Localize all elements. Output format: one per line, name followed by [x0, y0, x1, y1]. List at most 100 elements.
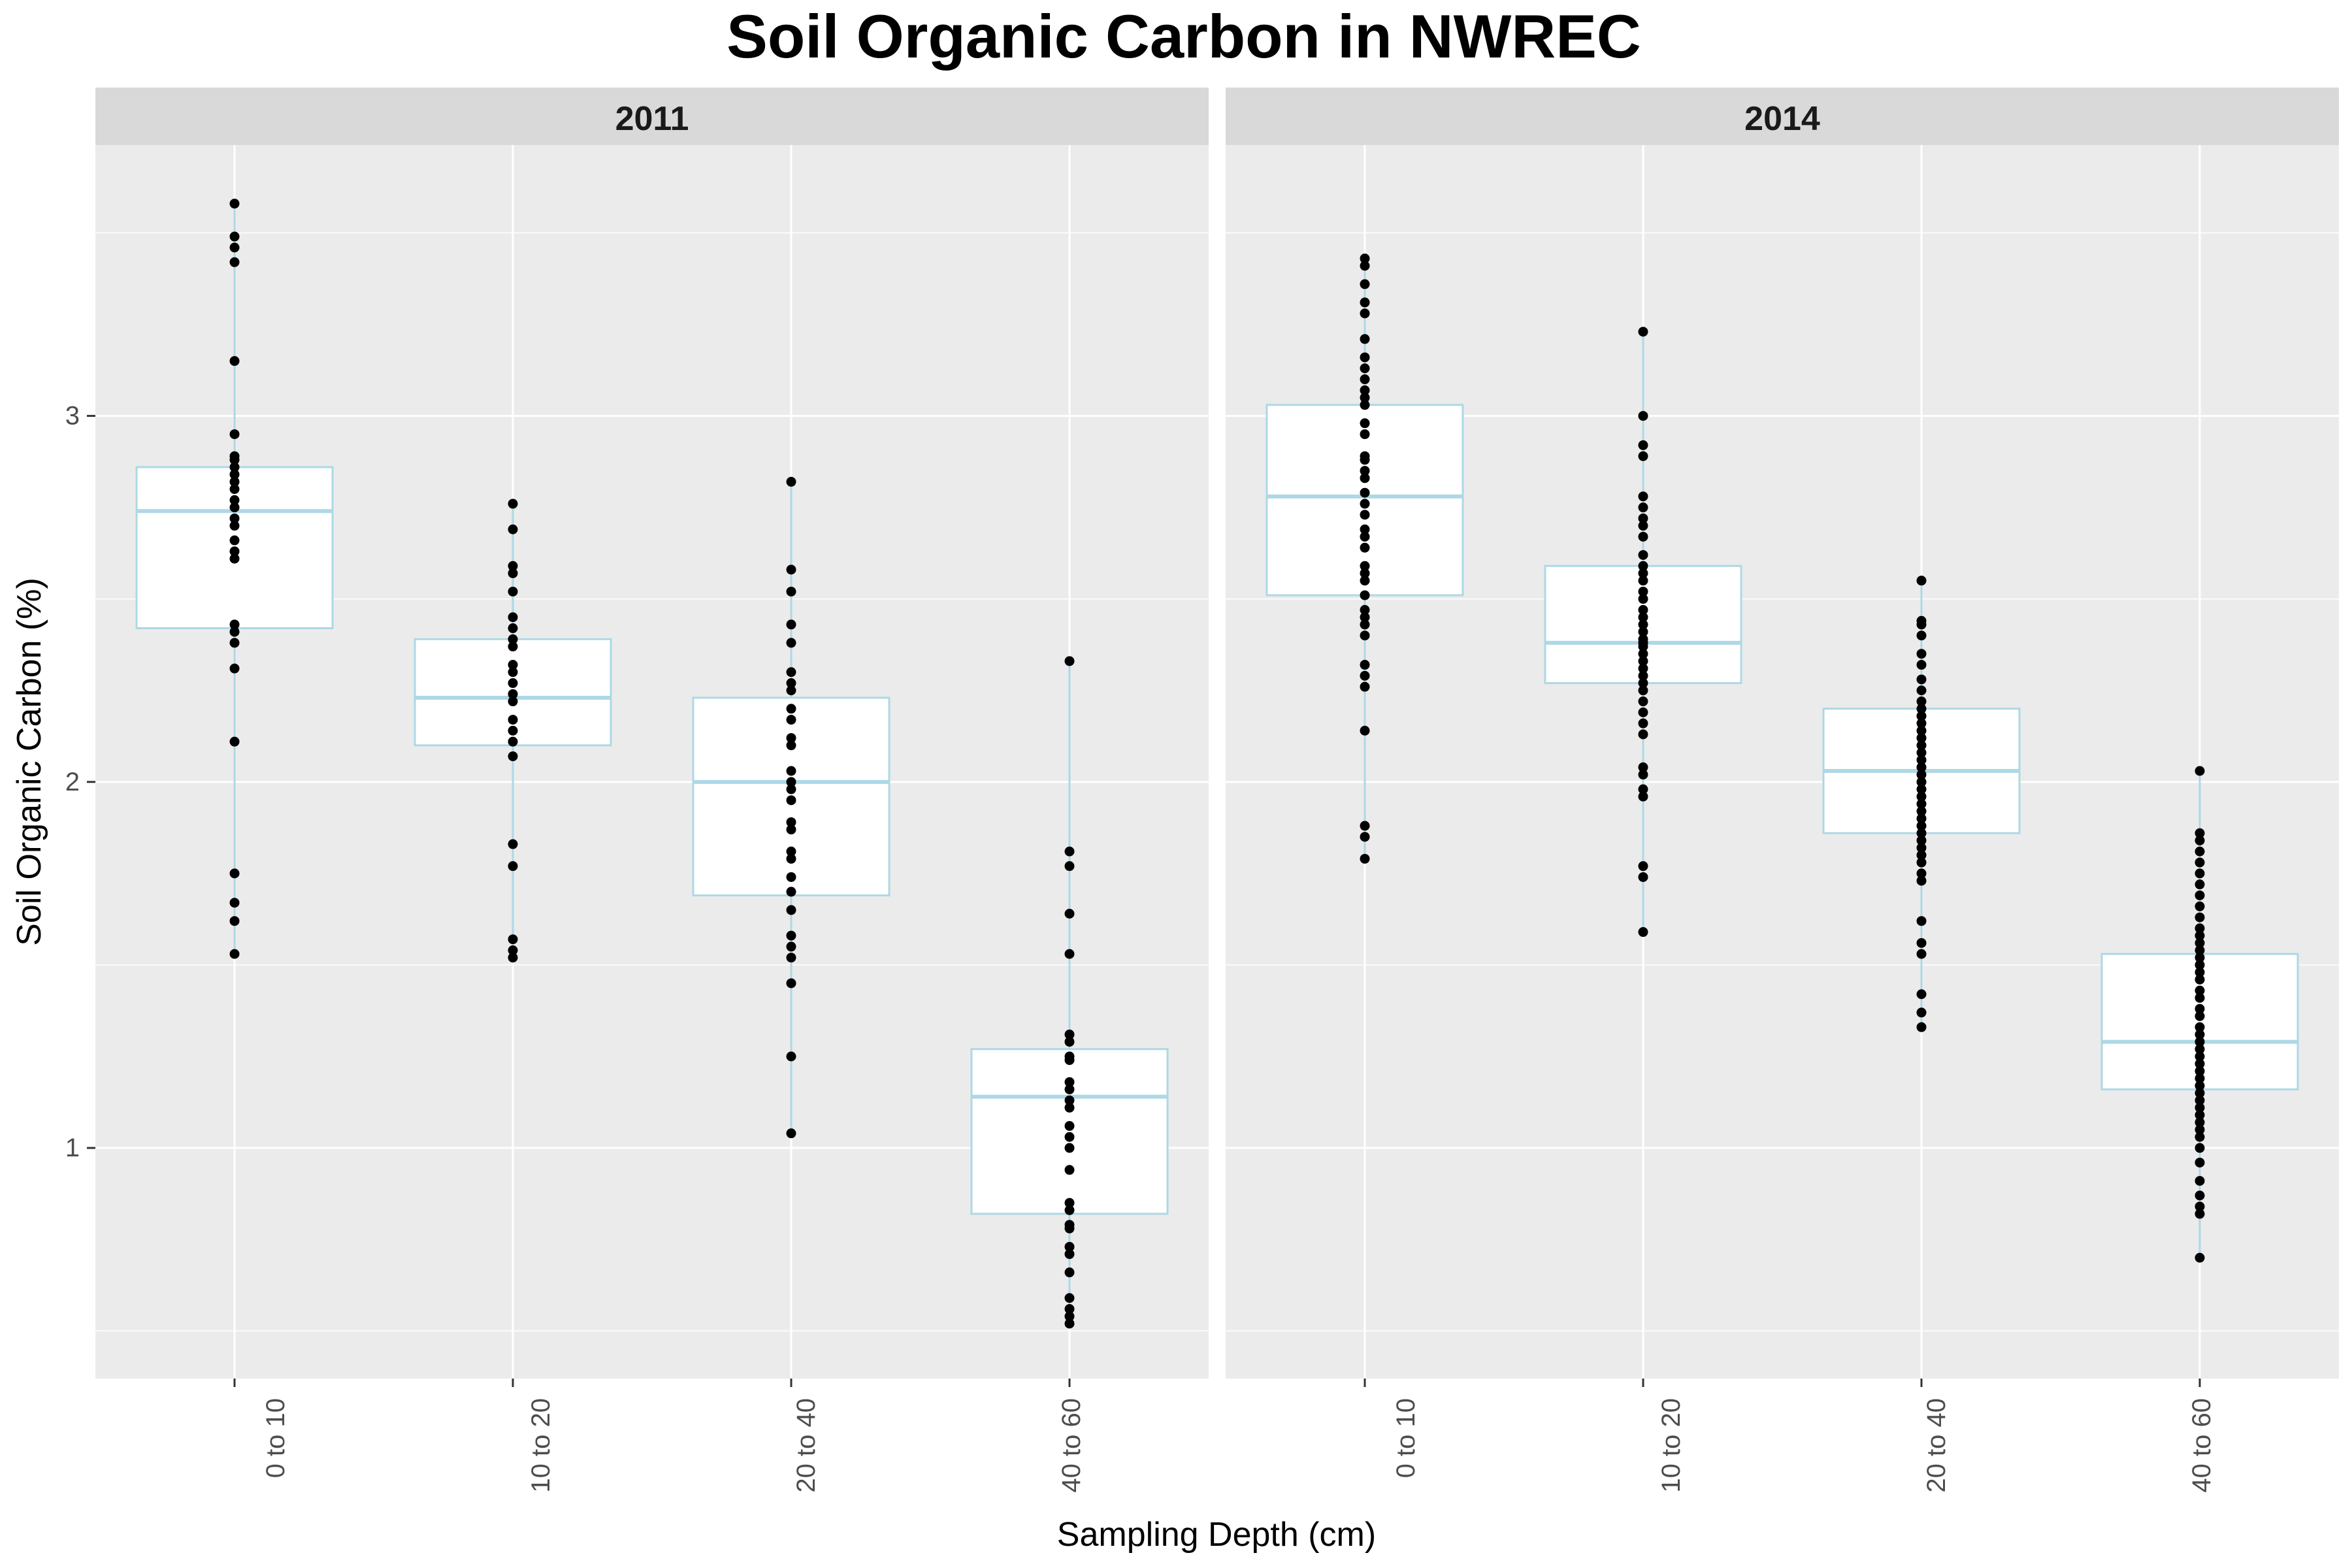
data-point: [1638, 612, 1648, 623]
data-point: [2195, 953, 2205, 963]
data-point: [786, 905, 796, 915]
data-point: [786, 667, 796, 678]
y-tick-label: 1: [65, 1134, 80, 1162]
data-point: [1638, 927, 1648, 938]
data-point: [1638, 491, 1648, 502]
x-tick-label: 10 to 20: [527, 1398, 555, 1493]
data-point: [1916, 685, 1927, 696]
data-point: [1638, 594, 1648, 604]
data-point: [1638, 649, 1648, 659]
data-point: [786, 941, 796, 952]
data-point: [2195, 868, 2205, 879]
data-point: [786, 784, 796, 794]
data-point: [2195, 1252, 2205, 1263]
data-point: [1064, 1304, 1075, 1315]
data-point: [229, 535, 240, 546]
data-point: [1638, 670, 1648, 681]
data-point: [1916, 784, 1927, 794]
data-point: [1360, 542, 1370, 553]
data-point: [508, 945, 518, 956]
facet-2014: 2014 0 to 10 10 to 20 20 to 40 40 to 60: [1226, 88, 2339, 1493]
data-point: [1916, 762, 1927, 772]
data-point: [1360, 374, 1370, 385]
data-point: [2195, 938, 2205, 948]
data-point: [2195, 945, 2205, 956]
data-point: [229, 949, 240, 959]
data-point: [229, 356, 240, 367]
data-point: [1360, 261, 1370, 271]
data-point: [1916, 711, 1927, 721]
data-point: [1360, 576, 1370, 586]
y-tick-label: 3: [65, 402, 80, 431]
data-point: [2195, 857, 2205, 868]
data-point: [1064, 656, 1075, 666]
data-point: [786, 846, 796, 857]
data-point: [1638, 663, 1648, 674]
data-point: [2195, 930, 2205, 941]
data-point: [508, 642, 518, 652]
data-point: [1916, 649, 1927, 659]
data-point: [1638, 678, 1648, 689]
data-point: [786, 766, 796, 776]
data-point: [1916, 806, 1927, 817]
data-point: [1638, 411, 1648, 421]
data-point: [1916, 674, 1927, 685]
data-point: [1064, 1318, 1075, 1329]
data-point: [1916, 949, 1927, 959]
data-point: [1064, 861, 1075, 872]
data-point: [2195, 974, 2205, 985]
data-point: [508, 736, 518, 747]
data-point: [508, 568, 518, 578]
x-axis-title: Sampling Depth (cm): [1057, 1516, 1376, 1554]
data-point: [1360, 334, 1370, 344]
data-point: [1360, 725, 1370, 736]
data-point: [508, 634, 518, 644]
panel-2014-marks: [1226, 145, 2339, 1379]
data-point: [508, 953, 518, 963]
data-point: [1360, 352, 1370, 363]
data-point: [1638, 502, 1648, 513]
data-point: [1360, 308, 1370, 319]
data-point: [786, 619, 796, 630]
data-point: [1916, 660, 1927, 670]
data-point: [1916, 791, 1927, 802]
data-point: [1360, 660, 1370, 670]
data-point: [2195, 985, 2205, 996]
data-point: [1064, 1143, 1075, 1153]
data-point: [2195, 835, 2205, 845]
data-point: [229, 553, 240, 564]
data-point: [786, 887, 796, 897]
data-point: [229, 638, 240, 648]
data-point: [2195, 1110, 2205, 1120]
data-point: [2195, 1201, 2205, 1212]
data-point: [2195, 846, 2205, 857]
data-point: [1916, 835, 1927, 845]
data-point: [229, 429, 240, 440]
data-point: [1916, 828, 1927, 838]
data-point: [2195, 1066, 2205, 1076]
data-point: [229, 242, 240, 253]
data-point: [2195, 1132, 2205, 1142]
data-point: [1638, 627, 1648, 637]
data-point: [1638, 586, 1648, 596]
data-point: [1360, 630, 1370, 641]
data-point: [1360, 253, 1370, 264]
data-point: [1638, 568, 1648, 578]
data-point: [1360, 590, 1370, 600]
data-point: [229, 484, 240, 495]
data-point: [229, 495, 240, 505]
data-point: [1064, 949, 1075, 959]
data-point: [1360, 297, 1370, 308]
x-tick-labels-2014: 0 to 10 10 to 20 20 to 40 40 to 60: [1392, 1398, 2216, 1493]
data-point: [1064, 1055, 1075, 1066]
data-point: [1638, 327, 1648, 337]
data-point: [1916, 576, 1927, 586]
data-point: [508, 689, 518, 699]
data-point: [2195, 1209, 2205, 1219]
data-point: [2195, 1004, 2205, 1014]
data-point: [1638, 770, 1648, 780]
x-tick-label: 0 to 10: [261, 1398, 290, 1478]
data-point: [2195, 1022, 2205, 1032]
data-point: [2195, 766, 2205, 776]
